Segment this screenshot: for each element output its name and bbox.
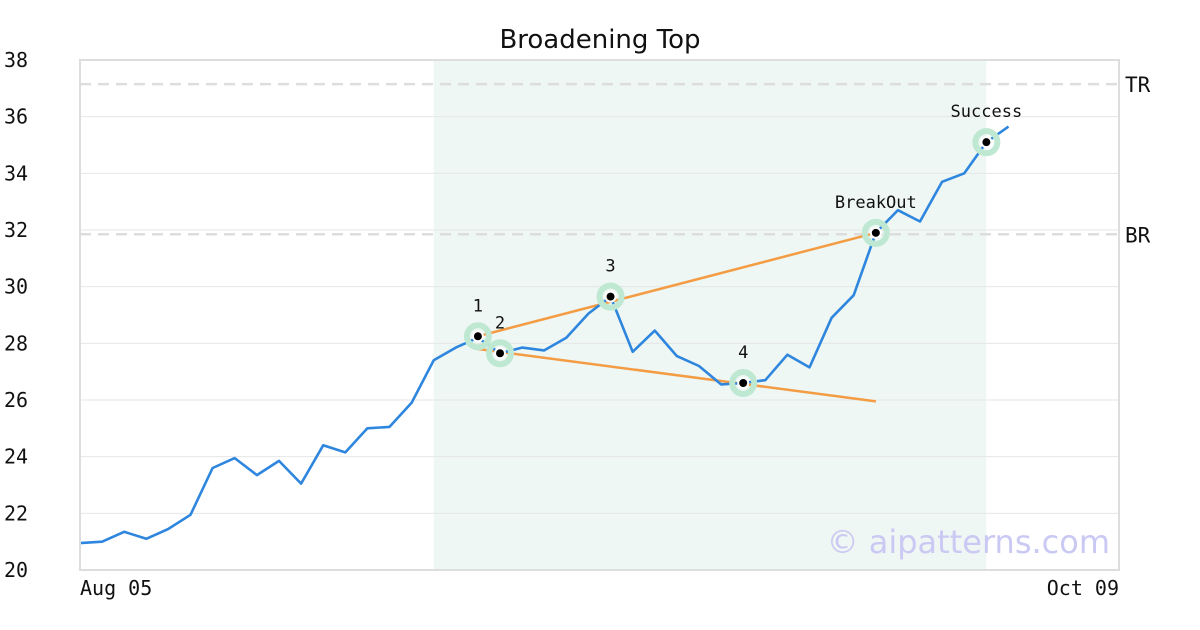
level-label-tr: TR: [1125, 73, 1151, 97]
trend-line: [477, 347, 876, 403]
y-tick-label: 30: [4, 275, 28, 299]
point-halo: [972, 128, 1001, 157]
point-label: Success: [951, 102, 1023, 122]
point-label: 1: [473, 296, 483, 316]
trend-line: [477, 231, 877, 338]
x-tick-label: Oct 09: [1047, 576, 1119, 600]
point-label: 4: [738, 343, 748, 363]
point-halo: [729, 369, 758, 397]
price-line: [79, 125, 1010, 545]
plot-frame: [79, 59, 1120, 571]
y-tick-label: 34: [4, 161, 28, 185]
pattern-region: [433, 60, 987, 570]
y-tick-label: 20: [4, 558, 28, 582]
y-tick-label: 38: [4, 48, 28, 72]
point-marker: [604, 290, 617, 303]
point-halo: [463, 322, 492, 351]
point-marker: [869, 226, 882, 239]
point-halo: [861, 218, 890, 247]
point-label: 2: [495, 313, 505, 333]
point-label: 3: [605, 257, 615, 277]
point-halo: [486, 339, 515, 368]
point-marker: [471, 330, 484, 343]
y-tick-label: 22: [4, 501, 28, 525]
chart-title: Broadening Top: [499, 25, 700, 55]
point-marker: [737, 377, 750, 389]
point-marker: [980, 136, 993, 149]
point-label: BreakOut: [835, 193, 917, 213]
watermark: © aipatterns.com: [827, 523, 1110, 561]
y-tick-label: 24: [4, 445, 28, 469]
y-tick-label: 28: [4, 331, 28, 355]
x-tick-label: Aug 05: [80, 576, 152, 600]
point-marker: [494, 347, 507, 360]
level-label-br: BR: [1125, 223, 1151, 247]
y-tick-label: 26: [4, 388, 28, 412]
y-tick-label: 32: [4, 218, 28, 242]
y-tick-label: 36: [4, 105, 28, 129]
point-halo: [596, 282, 625, 311]
